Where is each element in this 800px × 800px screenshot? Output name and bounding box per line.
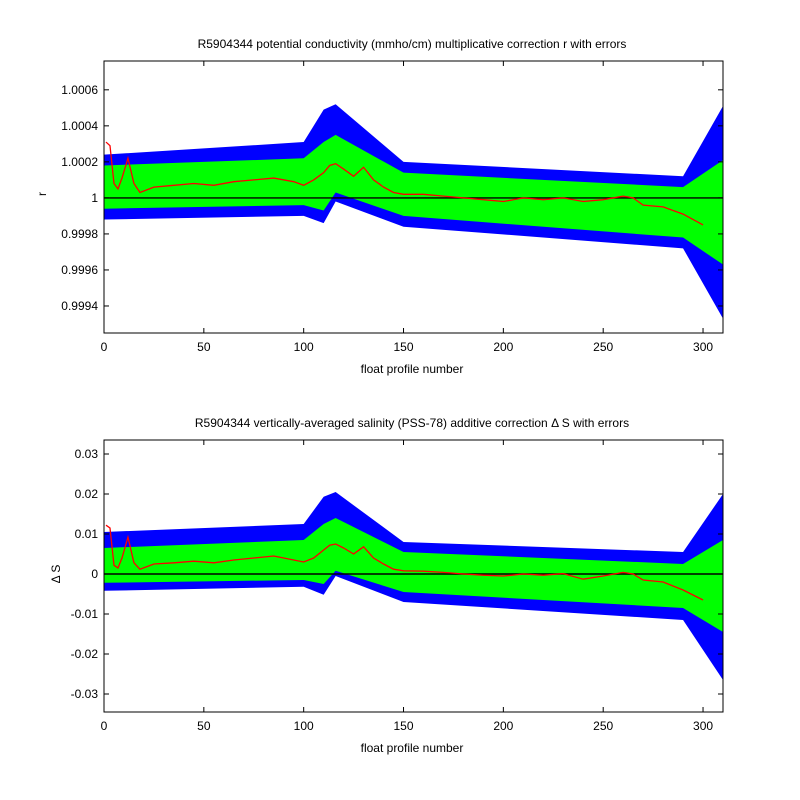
top-y-tick-label: 0.9998 <box>61 227 98 241</box>
top-x-tick-label: 150 <box>394 340 414 354</box>
top-x-tick-label: 100 <box>294 340 314 354</box>
top-inner-error-band <box>104 134 723 265</box>
top-panel: R5904344 potential conductivity (mmho/cm… <box>35 37 724 376</box>
top-x-tick-label: 50 <box>197 340 211 354</box>
bottom-x-tick-label: 200 <box>493 719 513 733</box>
top-plot-content <box>104 104 723 319</box>
bottom-y-tick-label: 0.03 <box>75 447 99 461</box>
bottom-x-tick-label: 50 <box>197 719 211 733</box>
bottom-inner-error-band <box>104 518 723 632</box>
top-y-tick-label: 0.9994 <box>61 299 98 313</box>
bottom-y-tick-label: -0.01 <box>71 607 99 621</box>
bottom-plot-area: 0 50 100 150 200 250 300 -0.03 -0.02 -0.01 0 0.01 0.… <box>71 439 724 733</box>
bottom-chart-title: R5904344 vertically-averaged salinity (P… <box>195 416 629 430</box>
top-y-tick-label: 1.0006 <box>61 83 98 97</box>
bottom-x-tick-label: 300 <box>693 719 713 733</box>
top-x-tick-label: 300 <box>693 340 713 354</box>
bottom-y-tick-label: 0 <box>91 567 98 581</box>
top-x-tick-label: 200 <box>493 340 513 354</box>
top-x-tick-label: 250 <box>593 340 613 354</box>
top-x-axis-label: float profile number <box>361 362 464 376</box>
top-axes-frame <box>103 60 724 334</box>
top-correction-line <box>105 141 704 226</box>
bottom-x-axis-label: float profile number <box>361 741 464 755</box>
bottom-axes-frame <box>103 439 724 713</box>
top-y-tick-label: 1 <box>91 191 98 205</box>
top-chart-title: R5904344 potential conductivity (mmho/cm… <box>198 37 627 51</box>
bottom-y-axis-label: Δ S <box>49 565 63 584</box>
top-y-tick-label: 0.9996 <box>61 263 98 277</box>
bottom-x-tick-label: 250 <box>593 719 613 733</box>
top-x-tick-label: 0 <box>101 340 108 354</box>
bottom-y-tick-label: 0.01 <box>75 527 99 541</box>
bottom-x-tick-label: 150 <box>394 719 414 733</box>
top-y-axis-label: r <box>35 192 49 196</box>
bottom-panel: R5904344 vertically-averaged salinity (P… <box>49 416 724 755</box>
top-y-tick-label: 1.0004 <box>61 119 98 133</box>
bottom-correction-line <box>105 524 704 601</box>
top-plot-area: 0 50 100 150 200 250 300 0.9994 0.9996 0.9998 1 1.0… <box>61 60 724 354</box>
bottom-y-tick-label: -0.03 <box>71 687 99 701</box>
bottom-y-tick-label: -0.02 <box>71 647 99 661</box>
bottom-y-tick-label: 0.02 <box>75 487 99 501</box>
top-y-tick-label: 1.0002 <box>61 155 98 169</box>
bottom-plot-content <box>104 492 723 680</box>
bottom-x-tick-label: 100 <box>294 719 314 733</box>
bottom-x-tick-label: 0 <box>101 719 108 733</box>
